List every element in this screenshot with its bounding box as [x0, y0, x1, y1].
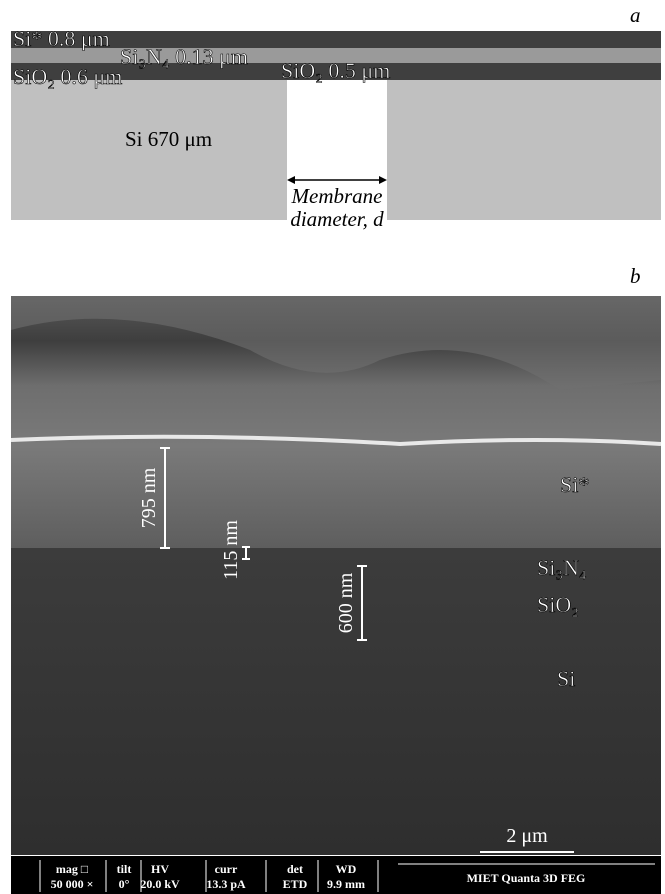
layer-label: Si* — [560, 472, 589, 497]
panel-label: a — [630, 3, 641, 27]
layer-label: SiO₂ 0.5 μm — [281, 58, 390, 83]
layer-label: SiO₂ 0.6 μm — [13, 64, 122, 89]
layer-label: SiO₂ — [537, 592, 579, 617]
measurement: 600 nm — [335, 572, 357, 633]
info-label: tilt — [117, 862, 132, 876]
membrane-label: Membrane — [291, 184, 383, 208]
info-label: curr — [215, 862, 238, 876]
info-label: det — [287, 862, 303, 876]
info-value: ETD — [283, 877, 308, 891]
measurement: 795 nm — [138, 467, 160, 528]
info-label: mag □ — [56, 862, 88, 876]
instrument: MIET Quanta 3D FEG — [467, 871, 586, 885]
figure: a Si* 0.8 μm Si₃N₄ 0.13 μm SiO₂ 0.6 μm S… — [0, 0, 665, 894]
info-value: 9.9 mm — [327, 877, 365, 891]
layer-label: Si₃N₄ 0.13 μm — [120, 44, 248, 69]
diameter-arrow — [287, 176, 387, 184]
layer-label: Si* 0.8 μm — [13, 26, 110, 51]
scale-bar-label: 2 μm — [506, 825, 548, 847]
info-value: 0° — [119, 877, 130, 891]
info-value: 13.3 pA — [206, 877, 246, 891]
layer-label: Si₃N₄ — [537, 555, 587, 580]
panel-label: b — [630, 264, 641, 288]
measurement: 115 nm — [220, 520, 242, 580]
info-value: 20.0 kV — [140, 877, 180, 891]
info-value: 50 000 × — [51, 877, 94, 891]
info-label: HV — [151, 862, 169, 876]
layer-label: Si — [557, 666, 575, 691]
info-label: WD — [336, 862, 357, 876]
layer-label: Si 670 μm — [125, 127, 212, 151]
membrane-label: diameter, d — [290, 207, 384, 231]
